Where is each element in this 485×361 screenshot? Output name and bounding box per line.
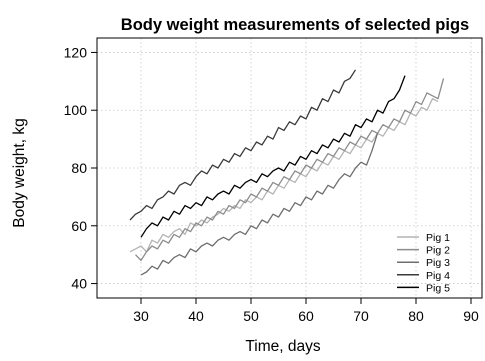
legend-label-pig-4: Pig 4 (426, 270, 450, 282)
x-tick-label: 80 (408, 308, 424, 324)
series-line-pig-1 (129, 98, 439, 253)
legend-label-pig-3: Pig 3 (426, 257, 450, 269)
x-tick-label: 30 (133, 308, 149, 324)
chart-title: Body weight measurements of selected pig… (121, 16, 469, 34)
y-axis-label: Body weight, kg (11, 118, 28, 227)
y-tick-label: 60 (71, 218, 87, 234)
x-tick-label: 60 (298, 308, 314, 324)
x-tick-label: 70 (353, 308, 369, 324)
x-tick-label: 50 (243, 308, 259, 324)
x-axis-label: Time, days (245, 338, 320, 355)
y-tick-label: 40 (71, 276, 87, 292)
y-tick-label: 80 (71, 160, 87, 176)
legend-label-pig-2: Pig 2 (426, 245, 450, 257)
legend-label-pig-5: Pig 5 (426, 282, 450, 294)
series-line-pig-5 (140, 75, 406, 238)
series-line-pig-2 (135, 78, 445, 262)
legend-label-pig-1: Pig 1 (426, 232, 450, 244)
x-tick-label: 40 (188, 308, 204, 324)
series-line-pig-3 (140, 133, 379, 276)
x-tick-label: 90 (463, 308, 479, 324)
y-tick-label: 120 (64, 44, 88, 60)
y-tick-label: 100 (64, 102, 88, 118)
series-line-pig-4 (129, 69, 357, 221)
